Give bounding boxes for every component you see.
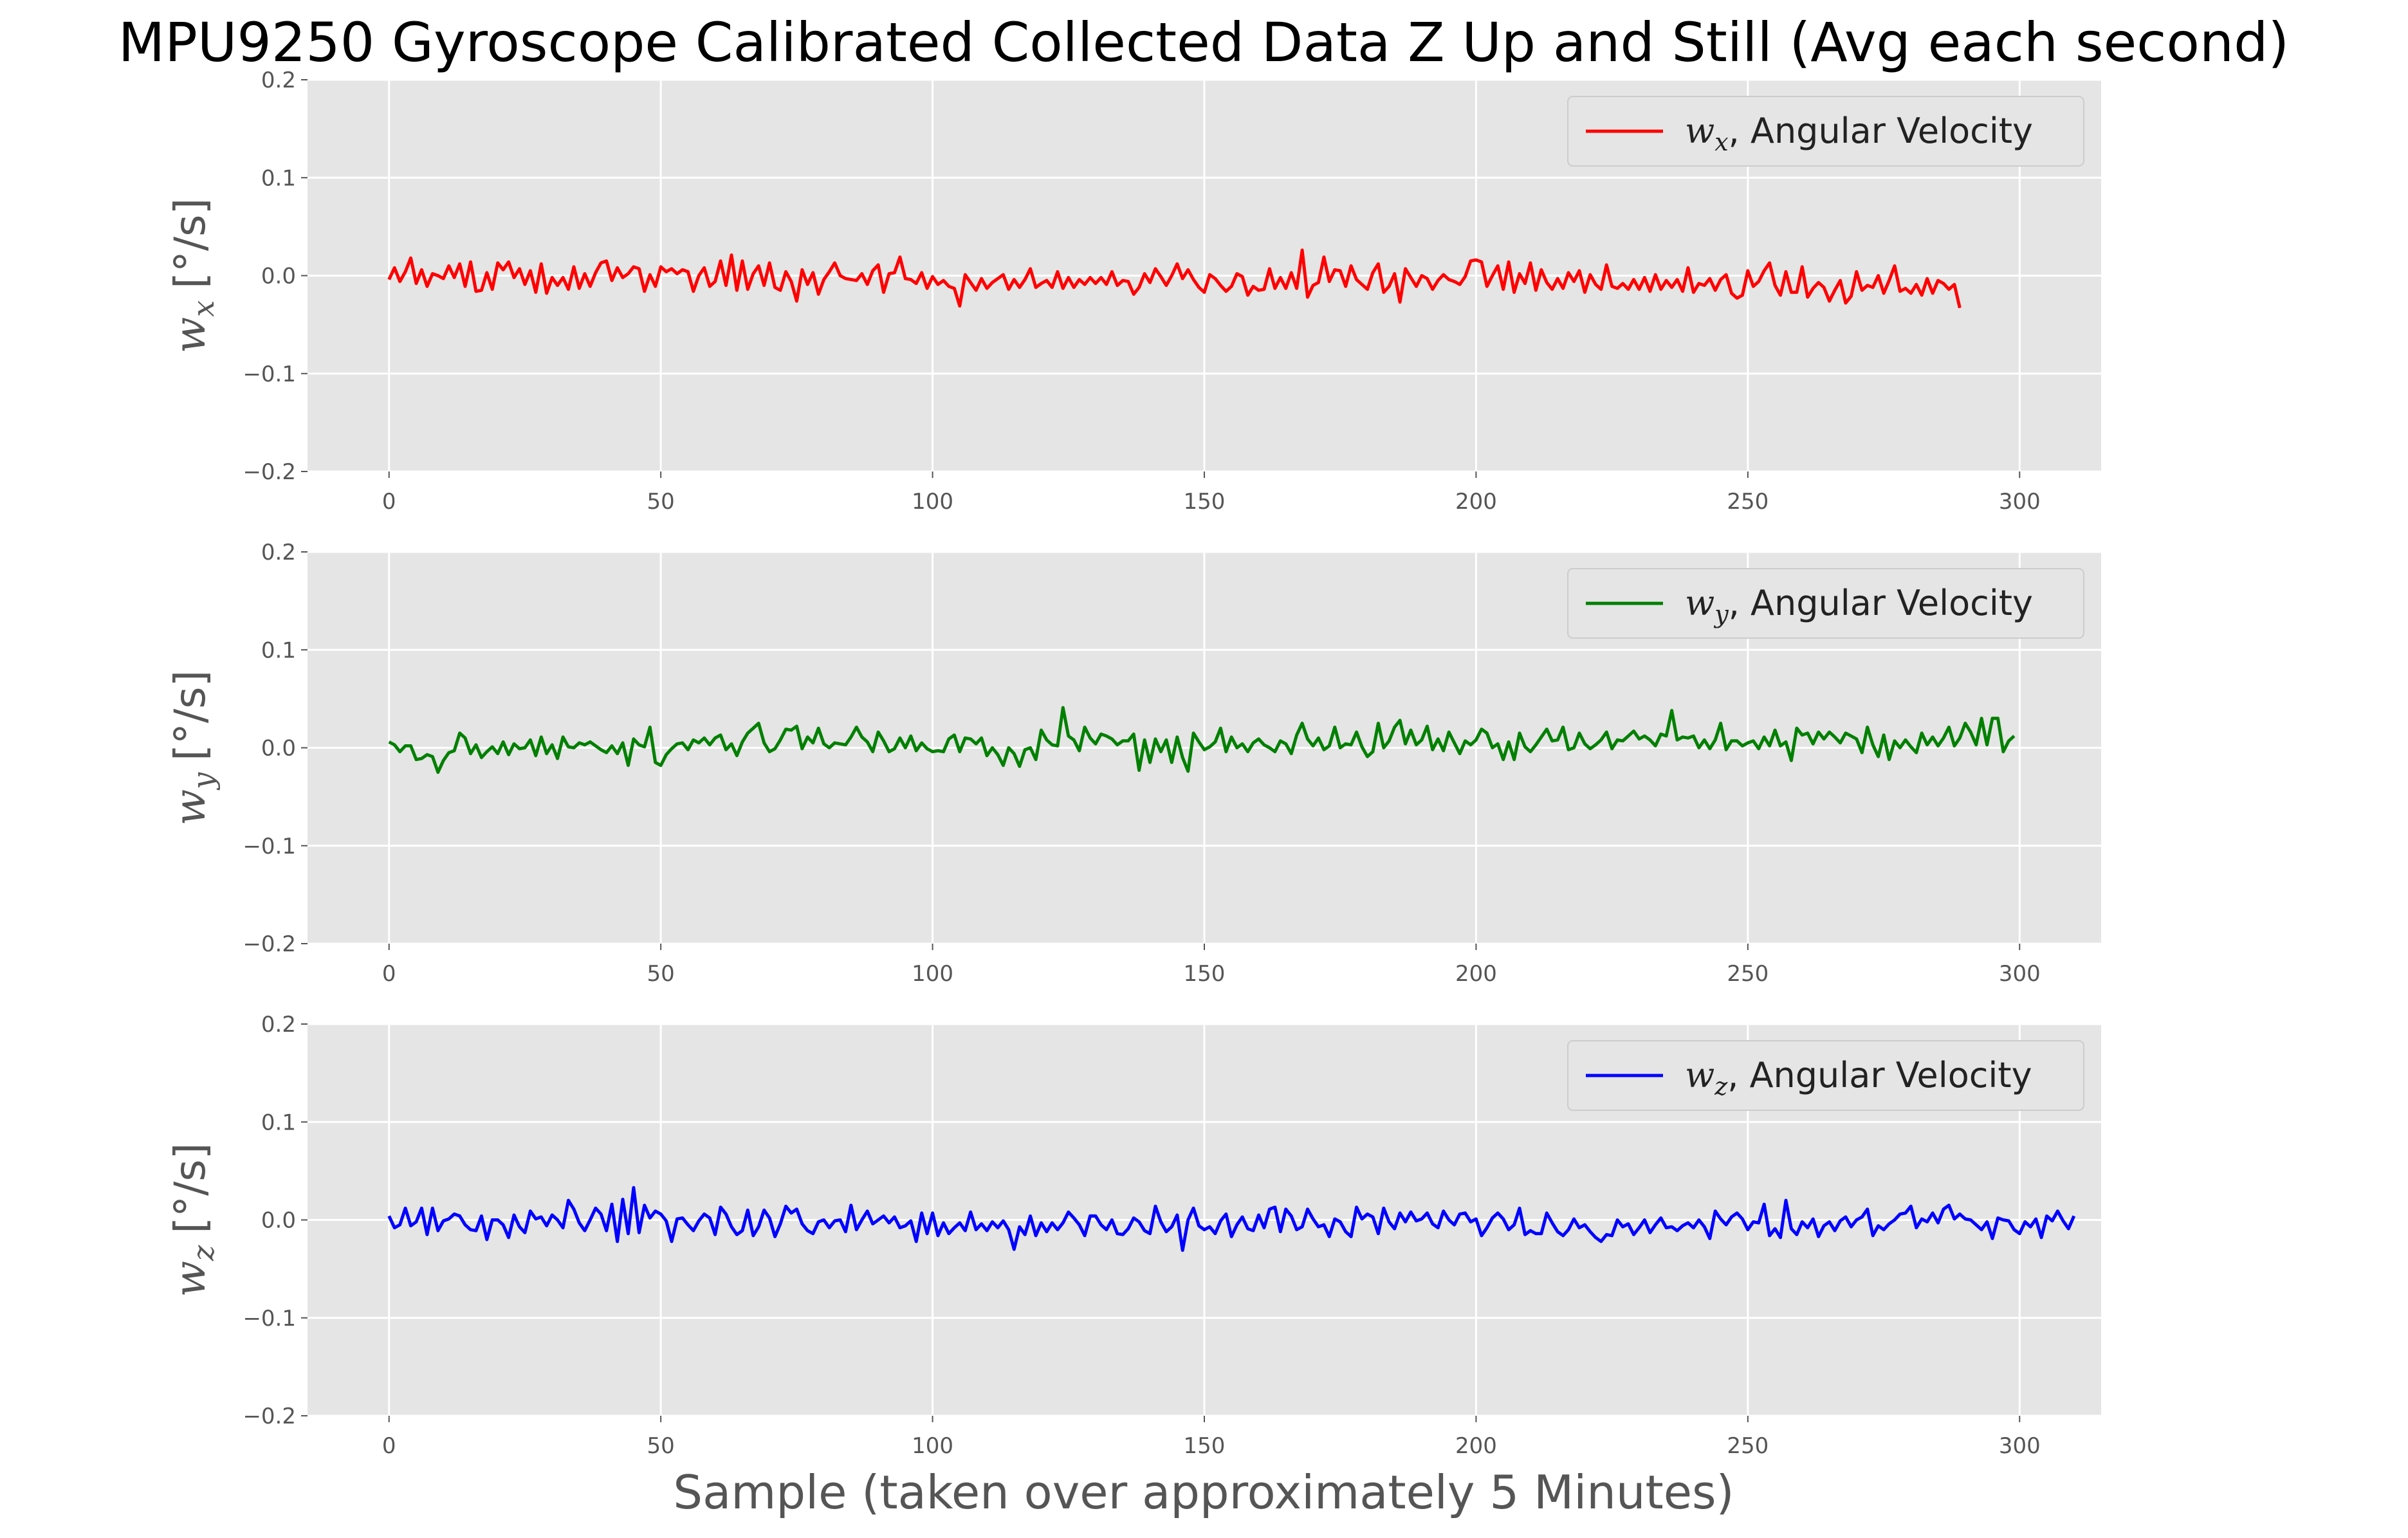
x-tick-label: 250 xyxy=(1727,1433,1769,1459)
legend-wy: wy, Angular Velocity xyxy=(1567,568,2084,639)
x-tick-label: 0 xyxy=(382,1433,396,1459)
x-ticks-wy: 0 50 100 150 200 250 300 xyxy=(382,944,2041,987)
legend-subscript-wz: z xyxy=(1714,1072,1728,1101)
y-tick-label: −0.1 xyxy=(243,362,296,387)
x-tick-label: 100 xyxy=(912,489,953,515)
y-axis-label-wx: wx [°/s] xyxy=(165,198,221,354)
y-tick-label: −0.2 xyxy=(243,931,296,957)
x-tick-label: 150 xyxy=(1184,1433,1226,1459)
x-ticks-wz: 0 50 100 150 200 250 300 xyxy=(382,1416,2041,1459)
x-axis-label: Sample (taken over approximately 5 Minut… xyxy=(673,1465,1734,1519)
y-ticks-wy: −0.2 −0.1 0.0 0.1 0.2 xyxy=(243,540,308,957)
legend-box-wz xyxy=(1567,1040,2084,1111)
x-tick-label: 50 xyxy=(647,961,675,987)
y-axis-symbol-wx: w xyxy=(165,317,215,354)
y-tick-label: −0.2 xyxy=(243,1404,296,1429)
y-axis-unit-wz: [°/s] xyxy=(165,1143,215,1234)
legend-label-wz: wz, Angular Velocity xyxy=(1685,1055,2032,1101)
subplot-wx: −0.2−0.10.00.10.2 0 50 100 150 200 250 300 wx,… xyxy=(165,68,2101,515)
y-axis-label-wz: wz [°/s] xyxy=(165,1143,221,1297)
x-tick-label: 300 xyxy=(1999,1433,2041,1459)
y-axis-label-wy: wy [°/s] xyxy=(165,670,221,826)
x-ticks-wx: 0 50 100 150 200 250 300 xyxy=(382,471,2041,515)
y-axis-subscript-wy: y xyxy=(186,772,221,791)
y-axis-symbol-wz: w xyxy=(165,1261,215,1297)
y-axis-unit-wx: [°/s] xyxy=(165,198,215,289)
y-tick-label: 0.1 xyxy=(261,1110,296,1135)
subplot-wz: −0.2−0.10.00.10.2 0 50 100 150 200 250 300 wz,… xyxy=(165,1012,2101,1459)
legend-symbol-wx: w xyxy=(1685,111,1714,151)
series-line-wy xyxy=(388,706,2016,774)
grid-wy xyxy=(308,551,2101,945)
legend-box-wy xyxy=(1567,568,2084,639)
y-tick-label: −0.1 xyxy=(243,1306,296,1332)
chart-title: MPU9250 Gyroscope Calibrated Collected D… xyxy=(118,11,2289,74)
legend-rest-wy: , Angular Velocity xyxy=(1729,583,2033,623)
legend-subscript-wx: x xyxy=(1714,128,1728,156)
legend-box-wx xyxy=(1567,96,2084,167)
legend-wz: wz, Angular Velocity xyxy=(1567,1040,2084,1111)
x-tick-label: 150 xyxy=(1184,961,1226,987)
x-tick-label: 0 xyxy=(382,489,396,515)
x-tick-label: 100 xyxy=(912,961,953,987)
y-axis-symbol-wy: w xyxy=(165,789,215,826)
legend-label-wy: wy, Angular Velocity xyxy=(1685,583,2033,628)
y-axis-subscript-wx: x xyxy=(186,300,221,317)
x-tick-label: 50 xyxy=(647,489,675,515)
x-tick-label: 200 xyxy=(1455,961,1497,987)
y-axis-subscript-wz: z xyxy=(186,1245,221,1261)
series-line-wz xyxy=(387,1186,2076,1252)
y-tick-label: 0.0 xyxy=(261,1208,296,1234)
series-line-wx xyxy=(387,248,1962,309)
y-ticks-wz: −0.2 −0.1 0.0 0.1 0.2 xyxy=(243,1012,308,1429)
legend-symbol-wz: w xyxy=(1685,1055,1714,1095)
x-tick-label: 250 xyxy=(1727,961,1769,987)
grid-wz xyxy=(308,1023,2101,1417)
x-tick-label: 200 xyxy=(1455,489,1497,515)
legend-rest-wz: , Angular Velocity xyxy=(1727,1055,2032,1095)
x-tick-label: 150 xyxy=(1184,489,1226,515)
x-tick-label: 300 xyxy=(1999,961,2041,987)
y-tick-label: 0.1 xyxy=(261,637,296,663)
y-tick-label: 0.2 xyxy=(261,68,296,93)
x-tick-label: 200 xyxy=(1455,1433,1497,1459)
x-tick-label: 300 xyxy=(1999,489,2041,515)
x-tick-label: 0 xyxy=(382,961,396,987)
legend-symbol-wy: w xyxy=(1685,583,1714,623)
y-tick-label: 0.0 xyxy=(261,264,296,289)
legend-rest-wx: , Angular Velocity xyxy=(1729,111,2033,151)
y-tick-label: 0.0 xyxy=(261,736,296,762)
x-tick-label: 50 xyxy=(647,1433,675,1459)
y-ticks-wx: −0.2 −0.1 0.0 0.1 0.2 xyxy=(243,68,308,485)
legend-label-wx: wx, Angular Velocity xyxy=(1685,111,2033,156)
x-tick-label: 100 xyxy=(912,1433,953,1459)
legend-wx: wx, Angular Velocity xyxy=(1567,96,2084,167)
legend-subscript-wy: y xyxy=(1713,600,1729,628)
y-tick-label: −0.2 xyxy=(243,459,296,485)
y-tick-label: 0.2 xyxy=(261,1012,296,1038)
y-tick-label: 0.1 xyxy=(261,165,296,191)
y-axis-unit-wy: [°/s] xyxy=(165,670,215,761)
y-tick-label: 0.2 xyxy=(261,540,296,565)
subplot-wy: −0.2−0.10.00.10.2 0 50 100 150 200 250 300 wy,… xyxy=(165,540,2101,987)
x-tick-label: 250 xyxy=(1727,489,1769,515)
y-tick-label: −0.1 xyxy=(243,834,296,859)
